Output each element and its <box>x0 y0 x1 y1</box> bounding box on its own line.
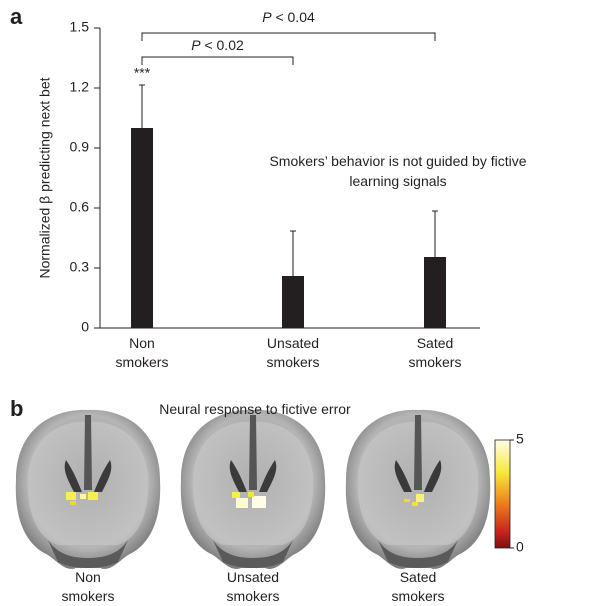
x-tick-label: Unsated smokers <box>253 334 333 372</box>
brain-image <box>346 410 490 569</box>
y-tick-label: 1.2 <box>70 79 90 95</box>
significance-bracket <box>142 57 293 65</box>
x-tick-label: Sated smokers <box>395 334 475 372</box>
bar <box>424 257 446 328</box>
p-value: P < 0.04 <box>239 8 339 27</box>
significance-stars: *** <box>134 65 151 81</box>
figure: 0 0.3 0.6 0.9 1.2 1.5 Normalized β predicting … <box>0 0 612 605</box>
y-tick-label: 0.6 <box>70 199 90 215</box>
annotation: Smokers’ behavior is not guided by ficti… <box>268 151 528 191</box>
brain-image <box>16 410 160 569</box>
chart: 0 0.3 0.6 0.9 1.2 1.5 Normalized β predicting … <box>0 0 612 605</box>
y-tick-label: 1.5 <box>70 19 90 35</box>
bar <box>131 128 153 328</box>
y-tick-label: 0 <box>81 319 89 335</box>
brain-image <box>181 410 325 569</box>
x-tick-label: Non smokers <box>102 334 182 372</box>
colorbar <box>495 440 510 548</box>
p-value: P < 0.02 <box>168 36 268 55</box>
image-label: Non smokers <box>48 568 128 606</box>
colorbar-tick-label: 0 <box>516 539 524 555</box>
panel-label: a <box>10 4 22 30</box>
panel-label: b <box>10 396 23 422</box>
panel-title: Neural response to fictive error <box>130 400 380 419</box>
y-tick-label: 0.9 <box>70 139 90 155</box>
image-label: Sated smokers <box>378 568 458 606</box>
image-label: Unsated smokers <box>213 568 293 606</box>
bar <box>282 276 304 328</box>
colorbar-tick-label: 5 <box>516 431 524 447</box>
y-axis-label: Normalized β predicting next bet <box>37 77 53 278</box>
y-tick-label: 0.3 <box>70 259 90 275</box>
